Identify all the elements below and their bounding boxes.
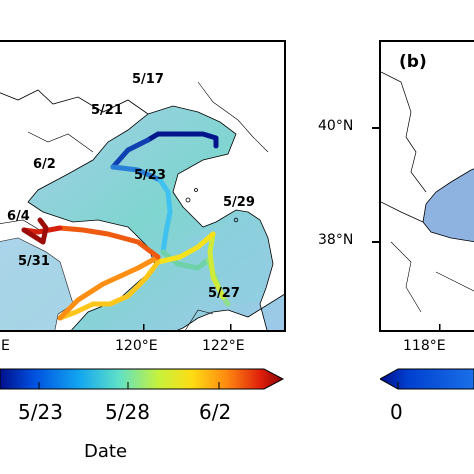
y-tick-40n	[372, 127, 380, 129]
track-seg-0604	[21, 217, 49, 245]
track-seg-0523	[157, 177, 173, 255]
map-panel-b: (b)	[379, 40, 474, 332]
track-label-0529: 5/29	[223, 195, 255, 210]
x-tick-120	[143, 324, 145, 330]
track-seg-0601	[57, 225, 161, 260]
track-label-0517: 5/17	[132, 72, 164, 87]
track-label-0527: 5/27	[208, 286, 240, 301]
float-track	[21, 131, 231, 321]
cbar-tick-label-0528: 5/28	[105, 400, 150, 424]
y-tick-label-38n: 38°N	[318, 232, 354, 248]
colorbar-a	[0, 368, 285, 390]
x-tick-122	[230, 324, 232, 330]
x-tick-label-120e: 120°E	[115, 338, 158, 354]
map-b-svg	[381, 42, 474, 330]
track-seg-0517	[145, 131, 219, 149]
track-seg-0521	[110, 164, 163, 183]
track-label-0521: 5/21	[91, 103, 123, 118]
y-tick-label-40n: 40°N	[318, 118, 354, 134]
y-tick-38n	[372, 241, 380, 243]
track-seg-0530	[57, 259, 161, 321]
track-seg-0520	[110, 137, 151, 170]
track-seg-0528	[207, 231, 226, 300]
map-a-svg	[0, 42, 284, 330]
track-label-0604: 6/4	[7, 209, 30, 224]
track-label-0531: 5/31	[18, 254, 50, 269]
x-tick-label-118e-partial: °E	[0, 338, 10, 354]
track-seg-0529	[155, 231, 216, 265]
x-tick-label-122e: 122°E	[202, 338, 245, 354]
colorbar-b	[380, 368, 474, 390]
colorbar-label-date: Date	[84, 441, 128, 462]
cbar-tick-label-0602: 6/2	[199, 400, 232, 424]
track-label-0602: 6/2	[33, 157, 56, 172]
panel-b-label: (b)	[399, 52, 427, 72]
track-seg-0531	[57, 254, 161, 321]
cbar-tick-label-0523: 5/23	[18, 400, 63, 424]
map-panel-a: 5/17 5/21 6/2 5/23 5/29 6/4 5/31 5/27	[0, 40, 286, 332]
x-tick-label-118e: 118°E	[403, 338, 446, 354]
cbar-b-tick-label-0: 0	[390, 400, 403, 424]
track-label-0523: 5/23	[134, 168, 166, 183]
